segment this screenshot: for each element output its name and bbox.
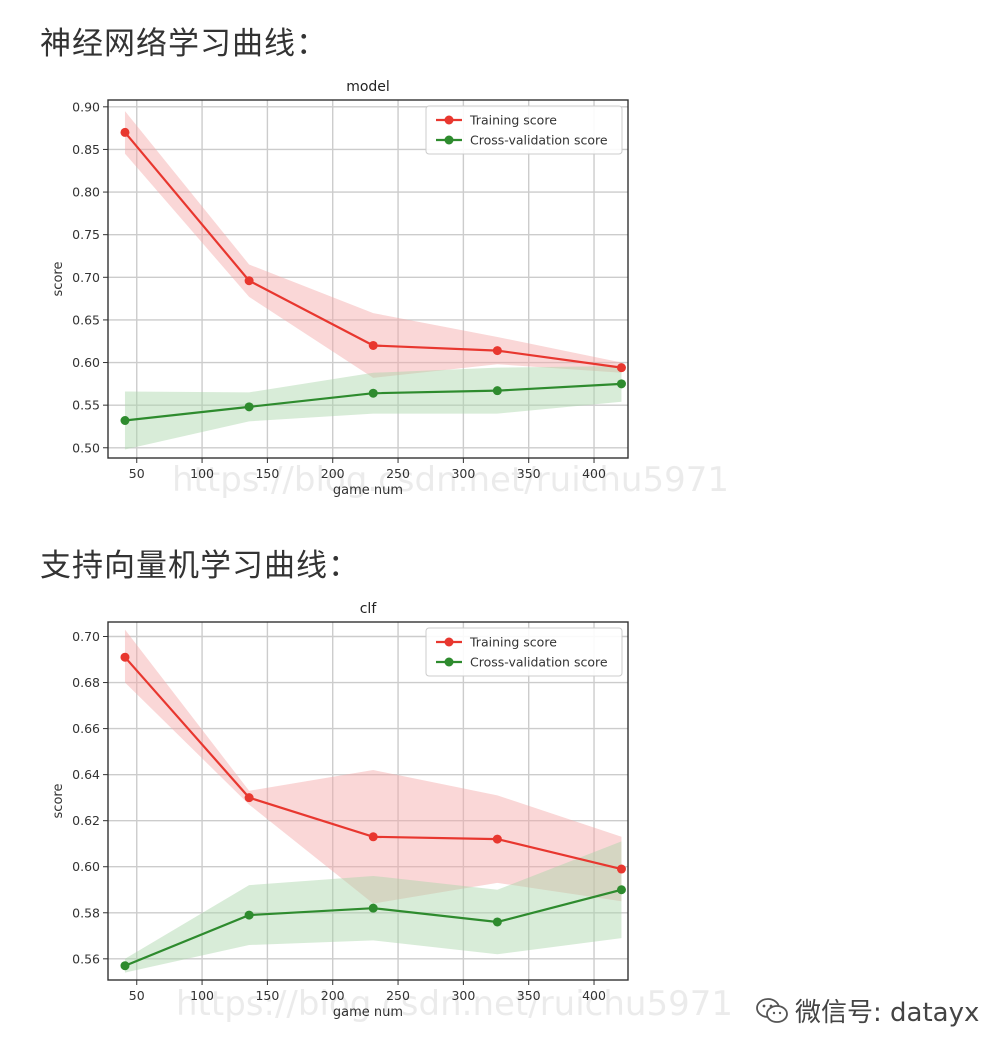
- y-tick-label: 0.64: [72, 767, 100, 782]
- series-band: [124, 111, 622, 378]
- x-tick-label: 200: [321, 466, 345, 481]
- x-tick-label: 150: [255, 466, 279, 481]
- x-tick-label: 300: [451, 466, 475, 481]
- legend: Training score Cross-validation score: [425, 105, 623, 155]
- legend: Training score Cross-validation score: [425, 627, 623, 677]
- data-point: [616, 885, 626, 895]
- x-tick-label: 50: [129, 988, 145, 1003]
- y-tick-label: 0.70: [72, 270, 100, 285]
- svm-section-heading: 支持向量机学习曲线：: [40, 548, 360, 584]
- y-tick-label: 0.80: [72, 185, 100, 200]
- data-point: [492, 917, 502, 927]
- y-tick-label: 0.85: [72, 142, 100, 157]
- x-tick-label: 400: [582, 988, 606, 1003]
- y-tick-label: 0.50: [72, 440, 100, 455]
- chart-title: model: [346, 79, 390, 95]
- y-axis-label: score: [51, 784, 66, 819]
- y-tick-label: 0.70: [72, 629, 100, 644]
- y-tick-label: 0.65: [72, 312, 100, 327]
- data-point: [120, 652, 130, 662]
- legend-swatch-marker: [444, 135, 454, 145]
- x-axis-label: game num: [333, 483, 403, 498]
- chart-title: clf: [360, 601, 378, 617]
- legend-box: [425, 627, 623, 677]
- legend-label: Training score: [469, 635, 557, 650]
- y-tick-label: 0.58: [72, 905, 100, 920]
- plot-frame: [107, 99, 629, 459]
- y-axis-label: score: [51, 262, 66, 297]
- wechat-badge: 微信号: datayx: [755, 992, 979, 1029]
- x-tick-label: 250: [386, 988, 410, 1003]
- series-band: [124, 365, 622, 450]
- x-tick-label: 200: [321, 988, 345, 1003]
- x-tick-label: 350: [517, 466, 541, 481]
- legend-label: Cross-validation score: [470, 133, 608, 148]
- data-point: [368, 340, 378, 350]
- y-tick-label: 0.55: [72, 398, 100, 413]
- x-tick-label: 100: [190, 466, 214, 481]
- data-point: [368, 832, 378, 842]
- data-point: [492, 386, 502, 396]
- x-tick-label: 400: [582, 466, 606, 481]
- data-point: [244, 793, 254, 803]
- legend-swatch-marker: [444, 637, 454, 647]
- wechat-id-text: 微信号: datayx: [795, 998, 980, 1028]
- y-tick-label: 0.75: [72, 227, 100, 242]
- legend-label: Training score: [469, 113, 557, 128]
- x-tick-label: 350: [517, 988, 541, 1003]
- data-point: [120, 127, 130, 137]
- watermark-text: https://blog.csdn.net/ruichu5971: [176, 984, 733, 1024]
- data-point: [492, 346, 502, 356]
- data-point: [616, 379, 626, 389]
- data-point: [616, 363, 626, 373]
- watermark-text: https://blog.csdn.net/ruichu5971: [172, 460, 729, 500]
- data-point: [492, 834, 502, 844]
- data-point: [244, 910, 254, 920]
- y-tick-label: 0.66: [72, 721, 100, 736]
- data-point: [368, 388, 378, 398]
- x-tick-label: 150: [255, 988, 279, 1003]
- y-tick-label: 0.56: [72, 951, 100, 966]
- data-point: [616, 864, 626, 874]
- wechat-icon: [756, 997, 788, 1023]
- plot-frame: [107, 621, 629, 981]
- data-point: [120, 961, 130, 971]
- nn-learning-curve-chart: model 50 100 150 200 250 300 350 400 0.50 0.55 0.60…: [51, 79, 629, 498]
- x-axis-label: game num: [333, 1005, 403, 1020]
- y-tick-label: 0.68: [72, 675, 100, 690]
- y-tick-label: 0.90: [72, 99, 100, 114]
- legend-swatch-marker: [444, 657, 454, 667]
- legend-label: Cross-validation score: [470, 655, 608, 670]
- legend-swatch-marker: [444, 115, 454, 125]
- x-tick-label: 50: [129, 466, 145, 481]
- x-tick-label: 250: [386, 466, 410, 481]
- x-tick-label: 300: [451, 988, 475, 1003]
- nn-section-heading: 神经网络学习曲线：: [40, 26, 328, 62]
- svm-learning-curve-chart: clf 50 100 150 200 250 300 350 400 0.56 0.58 0.60 0.…: [51, 601, 629, 1020]
- y-tick-label: 0.60: [72, 355, 100, 370]
- data-point: [244, 402, 254, 412]
- y-tick-label: 0.62: [72, 813, 100, 828]
- legend-box: [425, 105, 623, 155]
- data-point: [368, 903, 378, 913]
- y-tick-label: 0.60: [72, 859, 100, 874]
- data-point: [244, 276, 254, 286]
- data-point: [120, 415, 130, 425]
- x-tick-label: 100: [190, 988, 214, 1003]
